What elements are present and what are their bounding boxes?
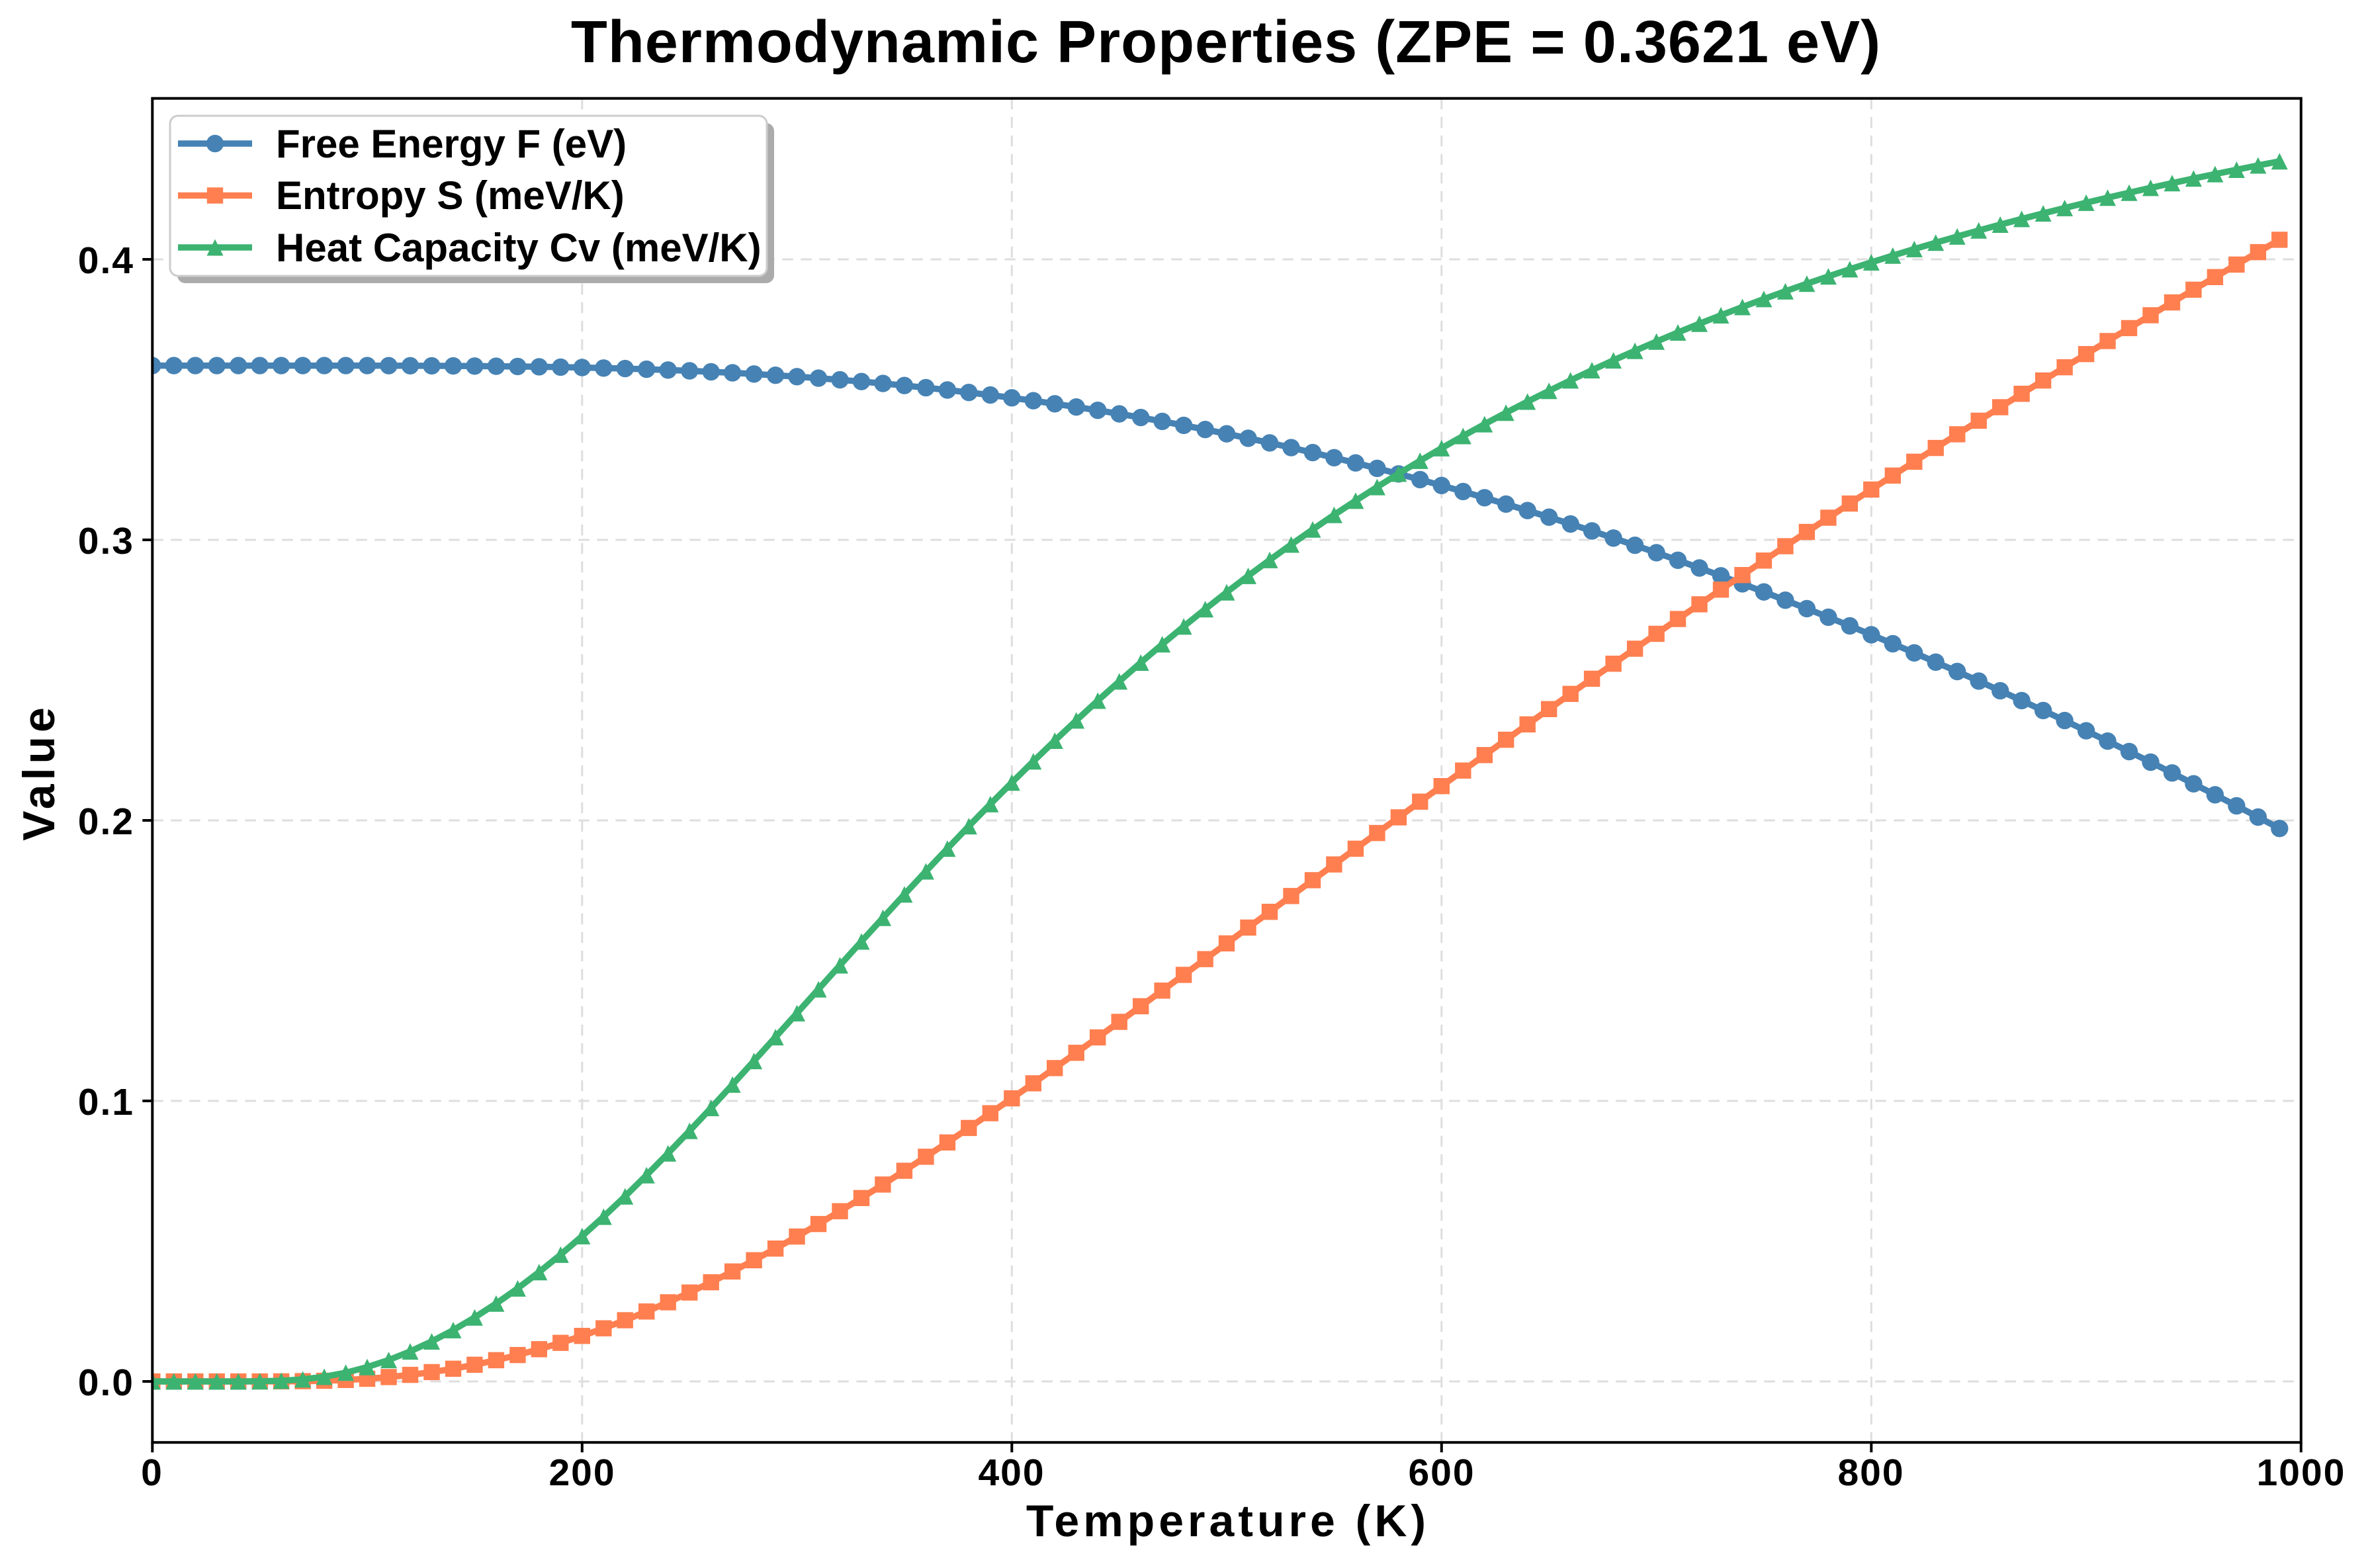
svg-text:Heat Capacity Cv (meV/K): Heat Capacity Cv (meV/K) bbox=[276, 226, 762, 270]
svg-text:0.0: 0.0 bbox=[78, 1362, 134, 1404]
svg-text:1000: 1000 bbox=[2257, 1452, 2346, 1494]
svg-text:0.3: 0.3 bbox=[78, 520, 134, 562]
svg-text:800: 800 bbox=[1837, 1452, 1904, 1494]
svg-text:200: 200 bbox=[548, 1452, 615, 1494]
svg-text:Value: Value bbox=[14, 703, 64, 841]
svg-text:0: 0 bbox=[141, 1452, 163, 1494]
svg-text:400: 400 bbox=[978, 1452, 1045, 1494]
svg-text:Thermodynamic Properties (ZPE: Thermodynamic Properties (ZPE = 0.3621 e… bbox=[571, 9, 1881, 75]
svg-text:600: 600 bbox=[1408, 1452, 1475, 1494]
svg-text:0.4: 0.4 bbox=[78, 240, 134, 282]
svg-text:Temperature (K): Temperature (K) bbox=[1026, 1496, 1430, 1546]
svg-text:0.2: 0.2 bbox=[78, 801, 134, 843]
svg-text:Entropy S (meV/K): Entropy S (meV/K) bbox=[276, 173, 625, 218]
svg-text:Free Energy F (eV): Free Energy F (eV) bbox=[276, 122, 627, 166]
svg-text:0.1: 0.1 bbox=[78, 1081, 134, 1123]
